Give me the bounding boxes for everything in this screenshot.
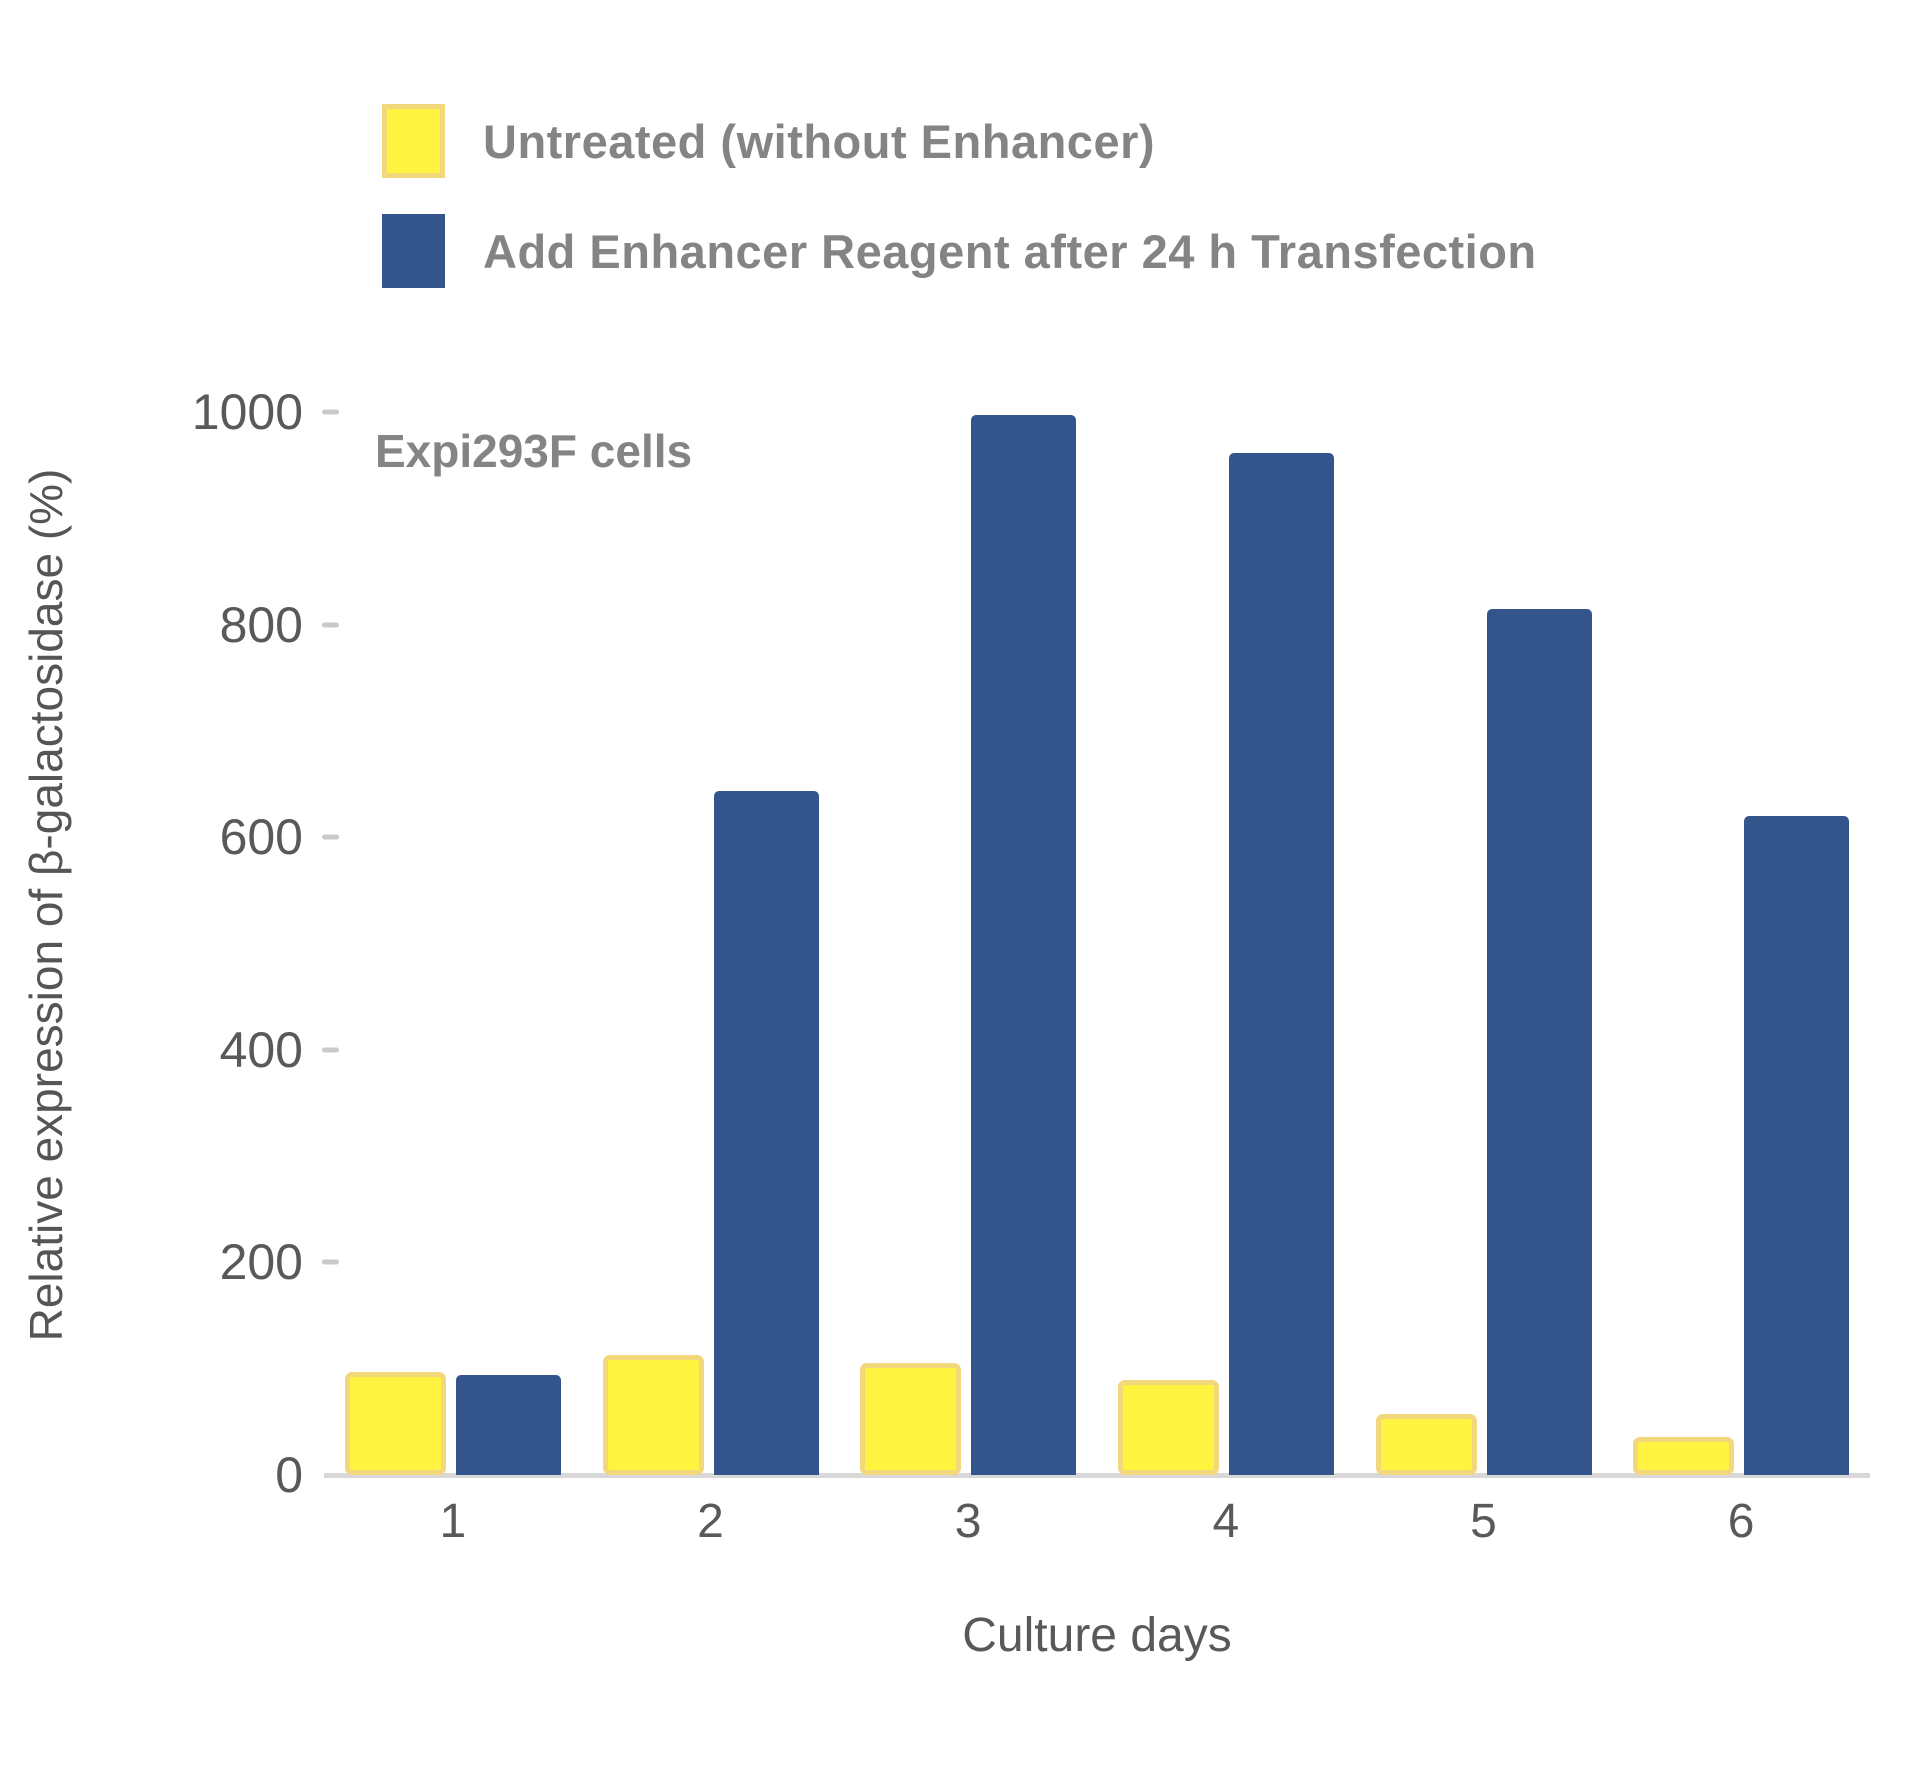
bar-enhancer-day-3 bbox=[971, 415, 1077, 1475]
bar-enhancer-day-2 bbox=[713, 791, 819, 1475]
x-tick-label-4: 4 bbox=[1212, 1495, 1240, 1548]
bar-enhancer-day-5 bbox=[1486, 609, 1592, 1475]
x-tick-label-2: 2 bbox=[697, 1495, 724, 1548]
y-tick-dash-800 bbox=[322, 622, 339, 628]
bar-enhancer-day-6 bbox=[1744, 816, 1850, 1475]
legend: Untreated (without Enhancer) Add Enhance… bbox=[382, 104, 1537, 288]
y-tick-label-600: 600 bbox=[219, 809, 303, 866]
y-tick-dash-200 bbox=[322, 1259, 339, 1265]
bar-untreated-day-5 bbox=[1375, 1414, 1477, 1475]
y-tick-label-0: 0 bbox=[275, 1447, 303, 1503]
x-tick-label-5: 5 bbox=[1470, 1495, 1497, 1548]
legend-item-untreated: Untreated (without Enhancer) bbox=[382, 104, 1537, 178]
legend-swatch-untreated-icon bbox=[382, 104, 445, 178]
x-tick-label-6: 6 bbox=[1727, 1495, 1755, 1548]
bar-enhancer-day-4 bbox=[1228, 453, 1334, 1475]
bar-untreated-day-3 bbox=[860, 1363, 962, 1475]
y-axis-title: Relative expression of β-galactosidase (… bbox=[20, 468, 72, 1342]
legend-item-enhancer: Add Enhancer Reagent after 24 h Transfec… bbox=[382, 214, 1537, 288]
y-tick-label-800: 800 bbox=[219, 596, 303, 653]
y-tick-label-400: 400 bbox=[219, 1021, 303, 1078]
y-tick-dash-1000 bbox=[322, 409, 339, 415]
bar-untreated-day-2 bbox=[602, 1355, 704, 1475]
legend-swatch-enhancer-icon bbox=[382, 214, 445, 288]
bar-untreated-day-4 bbox=[1117, 1380, 1219, 1475]
x-axis-line bbox=[324, 1473, 1870, 1478]
chart-annotation: Expi293F cells bbox=[375, 425, 693, 477]
x-tick-label-1: 1 bbox=[439, 1495, 467, 1548]
bar-untreated-day-6 bbox=[1633, 1437, 1735, 1475]
x-tick-label-3: 3 bbox=[954, 1495, 982, 1548]
legend-label-enhancer: Add Enhancer Reagent after 24 h Transfec… bbox=[483, 224, 1537, 278]
y-tick-label-200: 200 bbox=[219, 1234, 303, 1291]
x-axis-title: Culture days bbox=[962, 1609, 1232, 1662]
bar-enhancer-day-1 bbox=[455, 1375, 561, 1475]
legend-label-untreated: Untreated (without Enhancer) bbox=[483, 114, 1156, 168]
bar-untreated-day-1 bbox=[344, 1372, 446, 1475]
y-tick-dash-600 bbox=[322, 834, 339, 840]
y-tick-label-1000: 1000 bbox=[191, 384, 303, 440]
y-tick-dash-400 bbox=[322, 1047, 339, 1053]
